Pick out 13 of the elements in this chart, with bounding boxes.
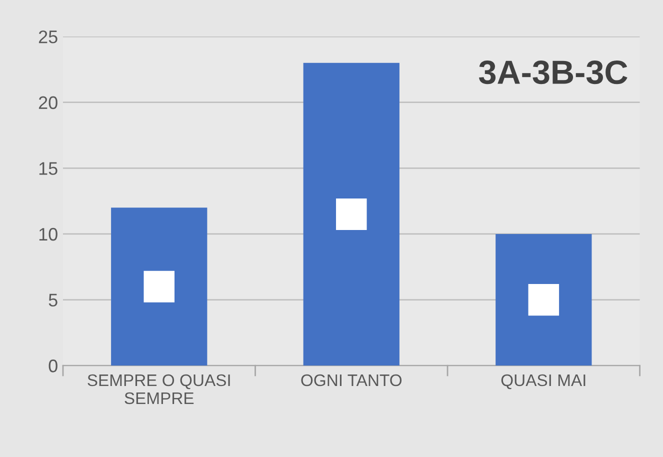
x-tick-label: QUASI MAI xyxy=(501,374,586,390)
y-tick-label: 25 xyxy=(38,30,58,44)
y-tick-label: 0 xyxy=(48,360,58,372)
x-tick-label: SEMPRE O QUASI SEMPRE xyxy=(88,374,230,404)
bar xyxy=(303,62,400,366)
y-tick-label: 5 xyxy=(48,294,58,307)
bar xyxy=(111,208,208,366)
y-tick-label: 20 xyxy=(38,96,58,110)
y-tick-label: 10 xyxy=(39,228,58,241)
text: 3A-3B-3C xyxy=(479,60,628,84)
bar xyxy=(496,234,592,366)
x-tick-label: OGNI TANTO xyxy=(301,374,402,386)
y-tick-label: 15 xyxy=(39,162,58,175)
